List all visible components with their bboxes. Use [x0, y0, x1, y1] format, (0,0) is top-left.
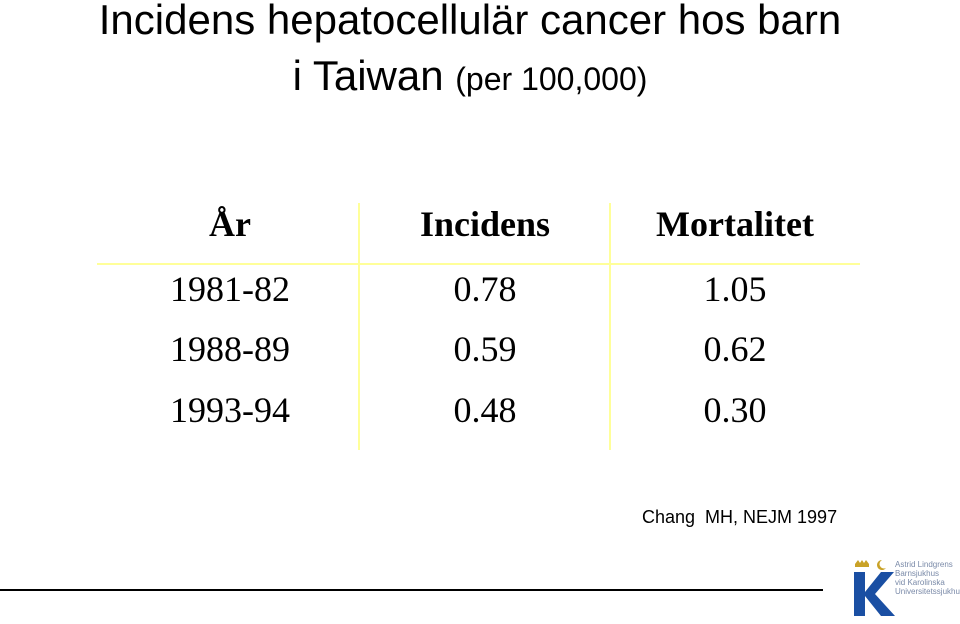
title-line-2-main: i Taiwan — [292, 52, 444, 99]
logo-caption: Astrid Lindgrens Barnsjukhus vid Karolin… — [895, 560, 960, 596]
table-cell-year: 1981-82 — [170, 269, 290, 309]
table-cell-mortality: 0.62 — [703, 329, 767, 369]
header-incidence: Incidens — [419, 204, 551, 244]
table-cell-incidence: 0.78 — [453, 269, 517, 309]
karolinska-logo-icon — [854, 560, 895, 616]
logo-text-line: vid Karolinska — [895, 578, 945, 587]
header-year: År — [209, 204, 251, 244]
citation: Chang MH, NEJM 1997 — [642, 507, 838, 527]
header-underline — [97, 263, 860, 265]
logo-text-line: Astrid Lindgrens — [895, 560, 953, 569]
table-cell-mortality: 1.05 — [703, 269, 767, 309]
title-line-2-unit: (per 100,000) — [455, 61, 648, 97]
table-cell-incidence: 0.59 — [453, 329, 517, 369]
hospital-logo: Astrid Lindgrens Barnsjukhus vid Karolin… — [848, 556, 960, 619]
column-divider-2 — [609, 203, 611, 450]
logo-text-line: Universitetssjukhuset — [895, 587, 960, 596]
footer-rule — [0, 589, 823, 591]
logo-text-line: Barnsjukhus — [895, 569, 940, 578]
title-line-1: Incidens hepatocellulär cancer hos barn — [98, 0, 842, 43]
title-line-2: i Taiwan (per 100,000) — [0, 50, 940, 105]
table-cell-year: 1993-94 — [170, 390, 290, 430]
table-cell-mortality: 0.30 — [703, 390, 767, 430]
table-cell-incidence: 0.48 — [453, 390, 517, 430]
header-mortality: Mortalitet — [656, 204, 814, 244]
column-divider-1 — [358, 203, 360, 450]
table-cell-year: 1988-89 — [170, 329, 290, 369]
